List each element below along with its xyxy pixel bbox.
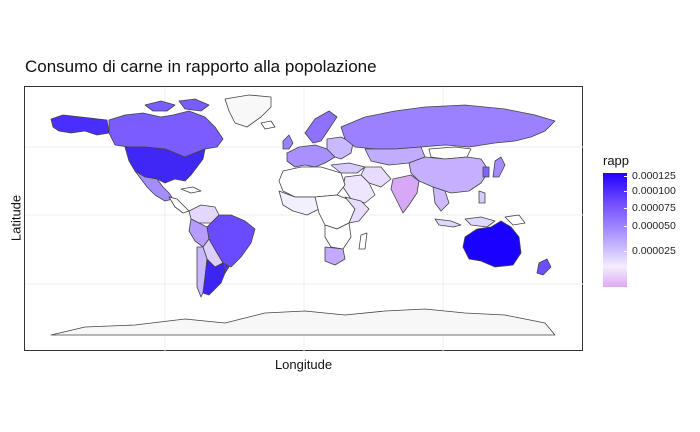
country-japan <box>492 156 506 178</box>
country-uruguay <box>222 262 230 274</box>
legend-tick-label: 0.000125 <box>624 170 676 182</box>
country-turkey <box>330 162 366 174</box>
country-madagascar <box>358 232 368 250</box>
country-papua-new-guinea <box>504 214 526 226</box>
country-north-africa <box>278 166 346 198</box>
country-western-europe <box>286 144 336 168</box>
x-axis-label: Longitude <box>274 357 333 372</box>
legend-tick-label: 0.000075 <box>624 202 676 214</box>
country-east-africa <box>344 196 370 224</box>
country-philippines <box>478 190 486 204</box>
legend-title: rapp <box>603 153 630 168</box>
country-alaska <box>50 114 110 136</box>
country-china <box>408 156 490 194</box>
chart-title: Consumo di carne in rapporto alla popola… <box>25 57 377 76</box>
country-indonesia <box>434 216 496 228</box>
country-antarctica <box>50 308 556 336</box>
legend-tick-label: 0.000025 <box>624 245 676 257</box>
world-map <box>25 87 584 352</box>
country-argentina <box>202 258 226 296</box>
legend-tick-label: 0.000100 <box>624 185 676 197</box>
country-central-america <box>168 196 190 214</box>
country-russia <box>340 104 556 150</box>
country-korea <box>482 166 490 178</box>
legend-color-bar <box>603 173 627 287</box>
country-uk <box>282 134 294 150</box>
country-eastern-europe <box>326 136 354 160</box>
country-greenland <box>224 94 272 128</box>
country-southeast-asia <box>432 186 450 212</box>
country-southern-africa <box>324 222 352 250</box>
country-west-africa <box>278 190 320 216</box>
y-axis-label: Latitude <box>8 194 24 242</box>
country-scandinavia <box>304 110 338 144</box>
country-saudi-arabia <box>342 174 376 204</box>
country-cuba <box>180 186 202 194</box>
country-new-zealand <box>536 258 552 276</box>
country-south-africa <box>324 246 346 266</box>
country-iceland <box>260 120 276 130</box>
country-canada-islands <box>144 98 210 112</box>
legend-tick-label: 0.000050 <box>624 220 676 232</box>
country-australia <box>462 220 522 268</box>
map-panel <box>24 86 584 352</box>
country-india <box>390 174 420 214</box>
